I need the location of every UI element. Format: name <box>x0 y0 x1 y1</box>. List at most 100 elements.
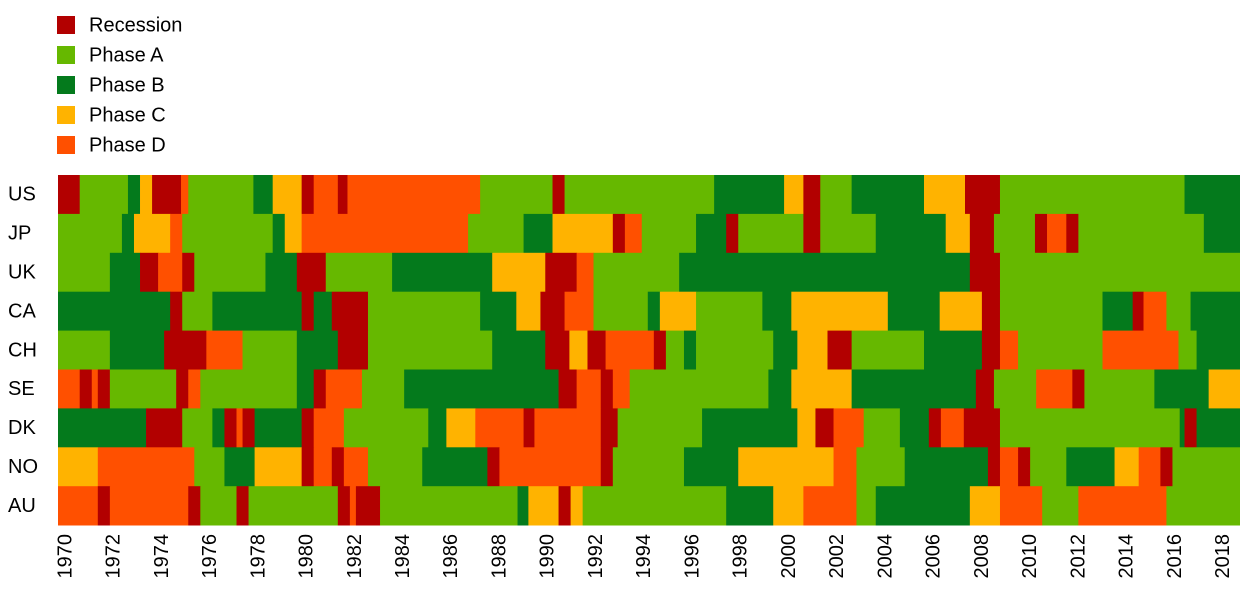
segment <box>965 175 1001 215</box>
segment <box>188 175 254 215</box>
segment <box>738 447 834 487</box>
segment <box>1138 447 1161 487</box>
segment <box>863 408 901 448</box>
segment <box>791 369 853 409</box>
segment <box>337 486 351 526</box>
segment <box>200 486 237 526</box>
segment <box>969 252 1001 293</box>
segment <box>612 447 685 487</box>
segment <box>343 447 369 487</box>
x-tick-label: 2006 <box>923 534 945 579</box>
segment <box>528 486 559 526</box>
segment <box>545 330 570 370</box>
segment <box>325 252 393 293</box>
segment <box>815 408 834 448</box>
x-tick-label: 1978 <box>247 534 269 579</box>
segment <box>58 213 123 254</box>
segment <box>1154 369 1210 409</box>
segment <box>975 369 995 409</box>
segment <box>1084 369 1155 409</box>
segment <box>367 330 493 370</box>
segment <box>851 175 925 215</box>
segment <box>696 330 774 370</box>
x-tick-label: 2010 <box>1019 534 1041 579</box>
segment <box>899 408 930 448</box>
legend-label: Phase B <box>89 74 165 96</box>
row-label: CH <box>8 339 37 361</box>
segment <box>820 175 853 215</box>
segment <box>545 252 578 293</box>
segment <box>516 291 541 331</box>
segment <box>182 408 213 448</box>
x-tick-label: 2016 <box>1164 534 1186 579</box>
segment <box>404 369 559 409</box>
segment <box>272 213 286 254</box>
segment <box>428 408 447 448</box>
x-tick-label: 1982 <box>344 534 366 579</box>
segment <box>641 213 697 254</box>
x-tick-label: 1988 <box>488 534 510 579</box>
row-label: NO <box>8 456 38 478</box>
segment <box>170 291 183 331</box>
legend-swatch <box>57 16 75 34</box>
segment <box>152 175 182 215</box>
segment <box>337 175 348 215</box>
segment <box>552 175 565 215</box>
segment <box>188 486 201 526</box>
segment <box>331 291 369 331</box>
x-tick-label: 2004 <box>874 534 896 579</box>
segment <box>993 369 1037 409</box>
segment <box>224 408 237 448</box>
segment <box>127 175 141 215</box>
x-tick-label: 1990 <box>537 534 559 579</box>
segment <box>593 291 649 331</box>
segment <box>605 330 655 370</box>
segment <box>683 447 739 487</box>
segment <box>999 291 1103 331</box>
segment <box>194 447 225 487</box>
segment <box>963 408 1001 448</box>
segment <box>569 330 588 370</box>
segment <box>236 486 249 526</box>
segment <box>564 175 715 215</box>
legend-label: Phase C <box>89 104 166 126</box>
segment <box>820 213 877 254</box>
segment <box>702 408 798 448</box>
segment <box>803 486 857 526</box>
segment <box>1072 369 1085 409</box>
segment <box>1179 408 1185 448</box>
segment <box>361 369 405 409</box>
segment <box>284 213 303 254</box>
segment <box>422 447 488 487</box>
segment <box>624 213 643 254</box>
segment <box>552 213 614 254</box>
legend-label: Recession <box>89 14 182 36</box>
segment <box>242 408 255 448</box>
segment <box>121 213 135 254</box>
x-tick-label: 2008 <box>971 534 993 579</box>
segment <box>97 486 111 526</box>
segment <box>1166 291 1191 331</box>
legend-label: Phase A <box>89 44 164 66</box>
segment <box>97 447 195 487</box>
segment <box>987 447 1001 487</box>
segment <box>97 369 111 409</box>
segment <box>582 486 727 526</box>
segment <box>265 252 298 293</box>
segment <box>726 213 739 254</box>
segment <box>301 291 315 331</box>
x-tick-label: 2012 <box>1067 534 1089 579</box>
segment <box>254 408 303 448</box>
segment <box>570 486 584 526</box>
segment <box>851 369 977 409</box>
segment <box>254 447 303 487</box>
segment <box>833 408 865 448</box>
segment <box>499 447 602 487</box>
segment <box>923 175 966 215</box>
segment <box>940 408 965 448</box>
segment <box>851 330 925 370</box>
segment <box>564 291 594 331</box>
segment <box>224 447 255 487</box>
segment <box>768 369 792 409</box>
segment <box>647 291 661 331</box>
